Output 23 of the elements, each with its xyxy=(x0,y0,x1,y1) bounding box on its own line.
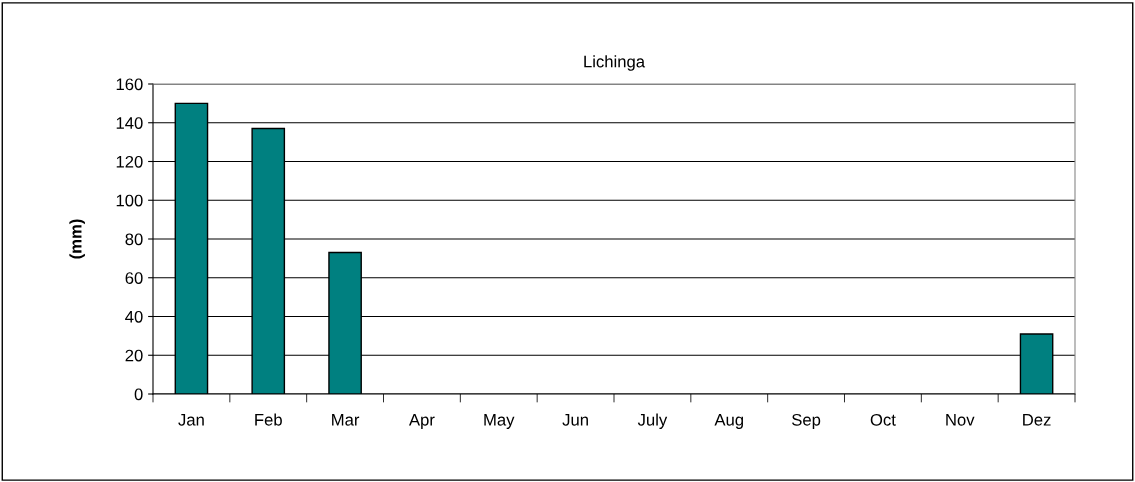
y-tick-label: 40 xyxy=(125,310,143,323)
x-tick-label: Jan xyxy=(178,414,204,426)
x-tick-label: July xyxy=(637,413,668,429)
x-tick-label: Sep xyxy=(792,413,821,429)
y-tick-label: 140 xyxy=(116,117,143,129)
chart-title: Lichinga xyxy=(584,55,646,71)
y-axis-title: (mm) xyxy=(69,219,85,259)
x-tick-label: Feb xyxy=(255,413,282,426)
x-tick-label: May xyxy=(484,414,515,429)
x-tick-label: Oct xyxy=(870,413,896,426)
y-tick-label: 0 xyxy=(134,388,143,401)
x-tick-label: Aug xyxy=(714,414,743,429)
x-tick-label: Jun xyxy=(562,414,588,426)
y-tick-label: 120 xyxy=(116,155,143,168)
y-tick-label: 100 xyxy=(116,194,143,207)
y-tick-label: 80 xyxy=(125,233,143,246)
x-tick-label: Apr xyxy=(408,414,435,429)
x-tick-label: Dez xyxy=(1023,414,1051,426)
y-tick-label: 160 xyxy=(116,78,143,91)
x-tick-label: Nov xyxy=(946,414,975,426)
y-tick-label: 20 xyxy=(125,349,143,362)
y-tick-label: 60 xyxy=(125,272,143,284)
x-tick-label: Mar xyxy=(332,414,360,426)
